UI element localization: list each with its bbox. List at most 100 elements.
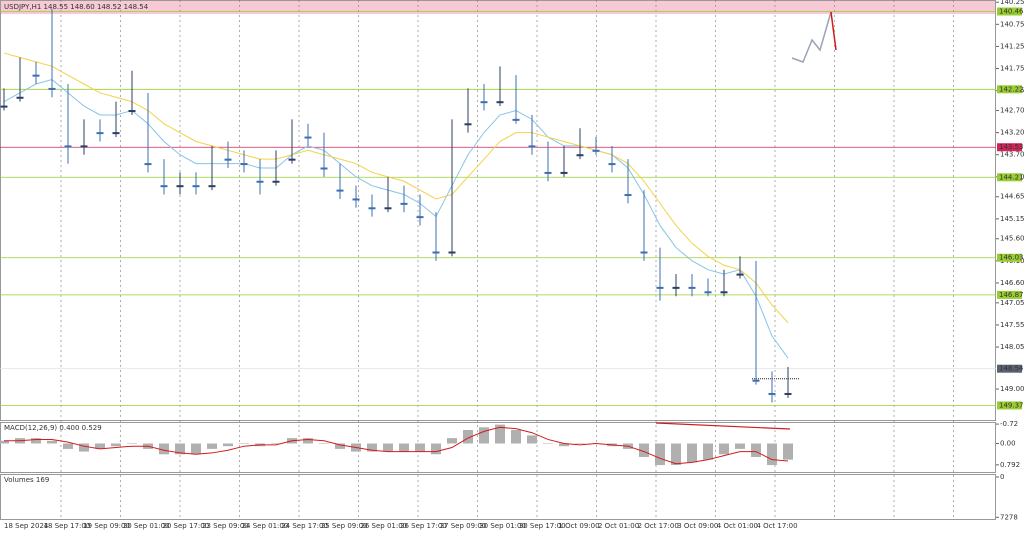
candle-body	[272, 180, 280, 183]
level-label-box	[997, 143, 1022, 152]
top-band	[0, 0, 996, 14]
y-tick-label: 140.75	[1000, 20, 1024, 28]
candle-body	[576, 154, 584, 157]
macd-bar	[719, 443, 729, 455]
macd-bar	[0, 440, 9, 444]
candle-body	[752, 379, 760, 382]
x-tick-label: 30 Sep 01:00	[479, 522, 526, 530]
candle-body	[0, 105, 8, 108]
x-tick-label: 4 Oct 17:00	[756, 522, 797, 530]
candle-body	[48, 87, 56, 90]
candle-body	[720, 291, 728, 294]
projection	[791, 11, 832, 63]
candle-body	[368, 207, 376, 210]
macd-bar	[639, 443, 649, 457]
volume-tick-label: 0	[1000, 473, 1004, 481]
y-tick-label: 147.05	[1000, 299, 1024, 307]
x-tick-label: 26 Sep 01:00	[360, 522, 407, 530]
level-label: 146.87	[999, 291, 1024, 299]
candle-body	[560, 171, 568, 174]
x-tick-label: 18 Sep 17:00	[44, 522, 91, 530]
macd-tick-label: 0.792	[1000, 461, 1020, 469]
x-tick-label: 2 Oct 01:00	[598, 522, 639, 530]
x-tick-label: 2 Oct 17:00	[638, 522, 679, 530]
macd-bar	[175, 443, 185, 455]
candle-body	[768, 392, 776, 395]
level-label-box	[997, 173, 1022, 182]
macd-bar	[207, 443, 217, 449]
macd-bar	[127, 443, 137, 444]
macd-bar	[31, 438, 41, 444]
candle-body	[336, 189, 344, 192]
macd-bar	[367, 443, 377, 452]
candle-body	[64, 145, 72, 148]
macd-bar	[111, 443, 121, 447]
macd-label: MACD(12,26,9) 0.400 0.529	[4, 424, 102, 432]
y-tick-label: 140.25	[1000, 0, 1024, 6]
macd-tick-label: -0.72	[1000, 420, 1018, 428]
macd-bar	[687, 443, 697, 463]
candle-body	[320, 167, 328, 170]
x-tick-label: 4 Oct 01:00	[717, 522, 758, 530]
candle-body	[80, 145, 88, 148]
macd-bar	[415, 443, 425, 452]
macd-bar	[767, 443, 777, 466]
x-tick-label: 20 Sep 17:00	[162, 522, 209, 530]
candle-body	[208, 185, 216, 188]
macd-bar	[511, 430, 521, 444]
candle-body	[640, 251, 648, 254]
candle-body	[528, 145, 536, 148]
current-price-label: 148.54	[999, 365, 1024, 373]
y-tick-label: 145.15	[1000, 215, 1024, 223]
x-tick-label: 24 Sep 01:00	[242, 522, 289, 530]
y-tick-label: 141.75	[1000, 65, 1024, 73]
candle-body	[592, 149, 600, 152]
macd-bar	[239, 443, 249, 444]
x-tick-label: 30 Sep 17:00	[519, 522, 566, 530]
macd-tick-label: 0.00	[1000, 439, 1016, 447]
macd-bar	[271, 443, 281, 444]
macd-bar	[431, 443, 441, 455]
level-label: 143.53	[999, 143, 1024, 151]
level-label-box	[997, 85, 1022, 94]
macd-signal	[4, 426, 789, 465]
y-tick-label: 146.60	[1000, 279, 1024, 287]
macd-bar	[559, 443, 569, 447]
macd-bar	[191, 443, 201, 455]
x-tick-label: 20 Sep 01:00	[123, 522, 170, 530]
macd-bar	[159, 443, 169, 455]
candle-body	[656, 286, 664, 289]
candle-body	[224, 158, 232, 161]
moving-average	[3, 79, 789, 359]
macd-bar	[79, 443, 89, 452]
level-label: 142.22	[999, 85, 1024, 93]
y-tick-label: 149.00	[1000, 385, 1024, 393]
y-tick-label: 147.55	[1000, 321, 1024, 329]
level-label: 140.46	[999, 7, 1024, 15]
x-tick-label: 23 Sep 09:00	[202, 522, 249, 530]
macd-bar	[303, 438, 313, 444]
x-tick-label: 25 Sep 09:00	[321, 522, 368, 530]
volume-panel	[0, 474, 996, 520]
level-label-box	[997, 7, 1022, 16]
y-tick-label: 148.05	[1000, 343, 1024, 351]
x-tick-label: 18 Sep 2024	[4, 522, 49, 530]
candle-body	[240, 163, 248, 166]
divergence-line	[655, 422, 791, 430]
moving-average	[3, 52, 789, 324]
y-tick-label: 145.60	[1000, 235, 1024, 243]
candle-body	[512, 118, 520, 121]
macd-bar	[319, 443, 329, 444]
macd-bar	[671, 443, 681, 466]
candle-body	[688, 286, 696, 289]
y-tick-label: 141.25	[1000, 42, 1024, 50]
candle-body	[544, 171, 552, 174]
candle-body	[16, 96, 24, 99]
candle-body	[256, 180, 264, 183]
y-tick-label: 144.65	[1000, 193, 1024, 201]
projection-arrow	[830, 11, 837, 51]
macd-bar	[63, 443, 73, 449]
candle-body	[608, 163, 616, 166]
macd-bar	[655, 443, 665, 466]
